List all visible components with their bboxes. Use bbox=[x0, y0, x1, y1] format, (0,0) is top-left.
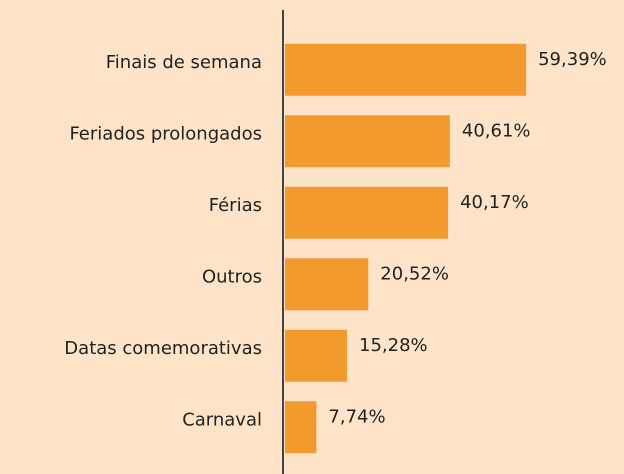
value-label: 40,17% bbox=[460, 192, 529, 213]
bar bbox=[285, 329, 348, 382]
bar bbox=[285, 115, 450, 168]
category-label: Outros bbox=[202, 266, 262, 287]
category-label: Carnaval bbox=[182, 409, 262, 430]
value-label: 40,61% bbox=[462, 120, 531, 141]
value-label: 20,52% bbox=[380, 263, 449, 284]
bar bbox=[285, 43, 527, 96]
value-label: 7,74% bbox=[328, 406, 385, 427]
category-label: Férias bbox=[209, 195, 262, 216]
bar bbox=[285, 258, 369, 311]
category-label: Datas comemorativas bbox=[64, 338, 262, 359]
category-label: Feriados prolongados bbox=[69, 123, 262, 144]
value-label: 59,39% bbox=[538, 49, 607, 70]
bar bbox=[285, 401, 317, 454]
value-label: 15,28% bbox=[359, 335, 428, 356]
bar bbox=[285, 186, 449, 239]
category-label: Finais de semana bbox=[106, 52, 262, 73]
